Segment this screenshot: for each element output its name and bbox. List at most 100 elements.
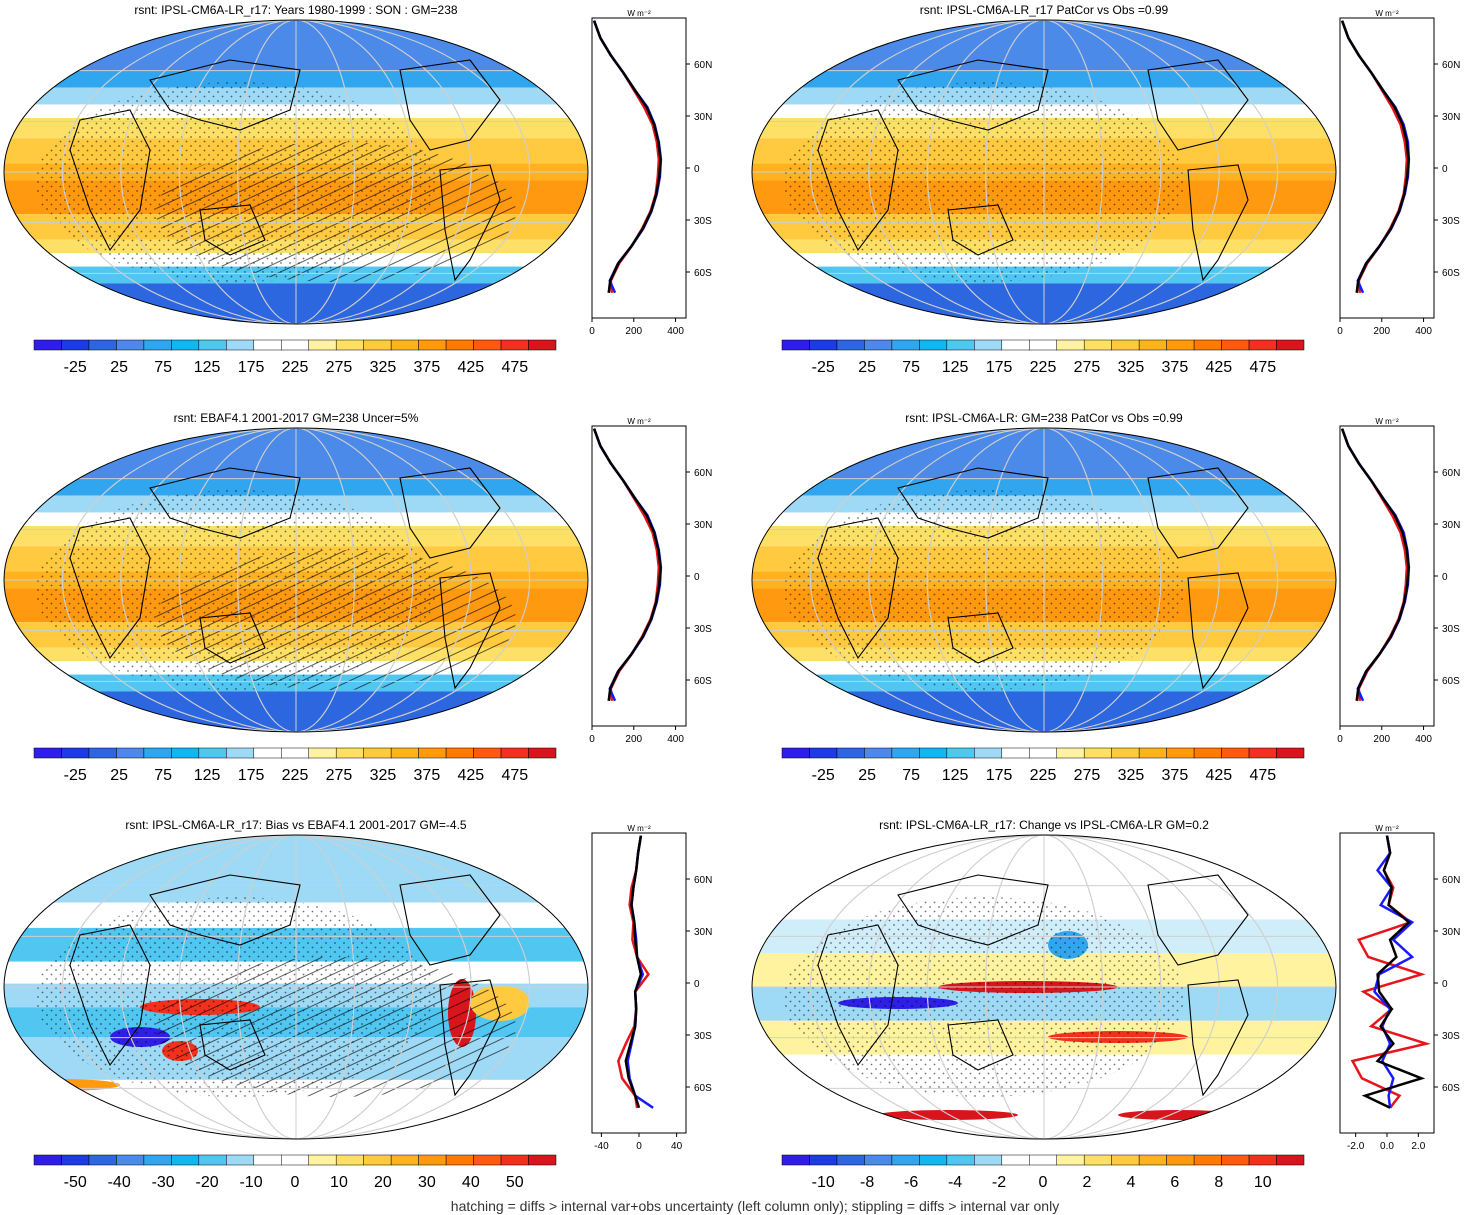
colorbar-swatch xyxy=(171,1154,200,1166)
footnote: hatching = diffs > internal var+obs unce… xyxy=(451,1198,1059,1214)
lat-tick-label: 0 xyxy=(694,979,700,990)
colorbar-tick-label: 325 xyxy=(370,359,397,376)
lat-tick-label: 30S xyxy=(1442,1031,1460,1042)
lat-tick-label: 0 xyxy=(1442,164,1448,175)
graticule-lon xyxy=(61,835,531,1139)
colorbar-tick-label: 25 xyxy=(858,767,876,784)
colorbar-tick-label: -4 xyxy=(948,1174,962,1191)
colorbar-swatch xyxy=(445,1154,474,1166)
colorbar-swatch xyxy=(198,1154,227,1166)
map xyxy=(751,427,1337,733)
map xyxy=(3,19,589,325)
coastline xyxy=(199,204,266,256)
colorbar-swatch xyxy=(1083,339,1112,351)
graticule-lon xyxy=(926,428,1162,732)
coastline xyxy=(897,59,1049,131)
zonal-frame xyxy=(591,425,687,727)
colorbar-swatch xyxy=(116,1154,145,1166)
colorbar-swatch xyxy=(61,1154,90,1166)
panel-p1: rsnt: IPSL-CM6A-LR_r17: Years 1980-1999 … xyxy=(3,3,712,376)
colorbar-swatch xyxy=(1138,747,1167,759)
panel-p5: rsnt: IPSL-CM6A-LR_r17: Bias vs EBAF4.1 … xyxy=(3,818,712,1191)
coastline xyxy=(1147,467,1249,559)
lat-tick-label: 60S xyxy=(694,268,712,279)
colorbar-swatch xyxy=(1221,339,1250,351)
coastline xyxy=(817,517,899,660)
colorbar-swatch xyxy=(809,1154,838,1166)
coastline xyxy=(1147,59,1249,151)
lat-tick-label: 60N xyxy=(694,875,712,886)
colorbar-tick-label: 75 xyxy=(154,359,172,376)
colorbar: -25 25 75 125 175 225 275 325 375 425 475 xyxy=(33,339,557,376)
colorbar-tick-label: 225 xyxy=(1030,767,1057,784)
zonal-series-black xyxy=(1340,428,1410,701)
coastline xyxy=(399,874,501,966)
colorbar-swatch xyxy=(1248,747,1277,759)
colorbar: -25 25 75 125 175 225 275 325 375 425 475 xyxy=(781,339,1305,376)
colorbar-tick-label: 75 xyxy=(902,359,920,376)
map xyxy=(3,834,589,1140)
colorbar-swatch xyxy=(864,1154,893,1166)
colorbar-swatch xyxy=(253,339,282,351)
panel-title: rsnt: IPSL-CM6A-LR_r17: Change vs IPSL-C… xyxy=(879,818,1209,832)
map-border xyxy=(751,427,1337,733)
map-border xyxy=(751,834,1337,1140)
graticule-lon xyxy=(868,20,1220,324)
colorbar-swatch xyxy=(253,1154,282,1166)
colorbar-swatch xyxy=(61,747,90,759)
colorbar-swatch xyxy=(88,747,117,759)
colorbar-tick-label: 10 xyxy=(1254,1174,1272,1191)
colorbar-swatch xyxy=(308,1154,337,1166)
colorbar-swatch xyxy=(473,1154,502,1166)
colorbar-swatch xyxy=(1248,1154,1277,1166)
colorbar-swatch xyxy=(809,339,838,351)
colorbar-swatch xyxy=(390,339,419,351)
coastline xyxy=(1187,979,1249,1097)
x-tick-label: 0 xyxy=(1337,734,1343,745)
colorbar-swatch xyxy=(946,339,975,351)
colorbar-swatch xyxy=(919,339,948,351)
colorbar-swatch xyxy=(1001,339,1030,351)
colorbar-tick-label: 30 xyxy=(418,1174,436,1191)
lat-tick-label: 30N xyxy=(694,520,712,531)
zonal-mean-plot: W m⁻² 60N 30N 0 30S 60S -2.0 0.0 2.0 xyxy=(1339,824,1460,1152)
lat-tick-label: 30S xyxy=(1442,216,1460,227)
colorbar: -10 -8 -6 -4 -2 0 2 4 6 8 10 xyxy=(781,1154,1305,1191)
coastline xyxy=(199,1019,266,1071)
colorbar-tick-label: -20 xyxy=(196,1174,219,1191)
colorbar-swatch xyxy=(281,339,309,351)
colorbar-swatch xyxy=(226,747,255,759)
colorbar-tick-label: -25 xyxy=(812,359,835,376)
colorbar-tick-label: 2 xyxy=(1083,1174,1092,1191)
map-field xyxy=(752,20,1336,324)
zonal-series-black xyxy=(592,20,662,293)
colorbar-tick-label: 375 xyxy=(414,359,441,376)
colorbar-swatch xyxy=(1138,1154,1167,1166)
coastline xyxy=(817,109,899,252)
coastline xyxy=(897,467,1049,539)
colorbar-swatch xyxy=(946,747,975,759)
lat-tick-label: 0 xyxy=(1442,572,1448,583)
colorbar-tick-label: 25 xyxy=(110,767,128,784)
colorbar-swatch xyxy=(418,1154,447,1166)
coastline xyxy=(439,979,501,1097)
colorbar-swatch xyxy=(1138,339,1167,351)
colorbar-swatch xyxy=(198,339,227,351)
colorbar-tick-label: -8 xyxy=(860,1174,874,1191)
zonal-series-red xyxy=(616,835,650,1108)
panel-p3: rsnt: EBAF4.1 2001-2017 GM=238 Uncer=5% -… xyxy=(3,411,712,784)
colorbar-swatch xyxy=(143,339,172,351)
colorbar-tick-label: -25 xyxy=(64,359,87,376)
colorbar-tick-label: 425 xyxy=(457,359,484,376)
coastline xyxy=(69,517,151,660)
lat-tick-label: 30N xyxy=(694,112,712,123)
colorbar-swatch xyxy=(335,747,364,759)
colorbar-swatch xyxy=(88,339,117,351)
colorbar-swatch xyxy=(473,747,502,759)
colorbar-tick-label: 175 xyxy=(986,359,1013,376)
colorbar-swatch xyxy=(1029,339,1057,351)
colorbar-swatch xyxy=(1056,339,1085,351)
x-tick-label: 0 xyxy=(1337,326,1343,337)
lat-tick-label: 60S xyxy=(694,676,712,687)
